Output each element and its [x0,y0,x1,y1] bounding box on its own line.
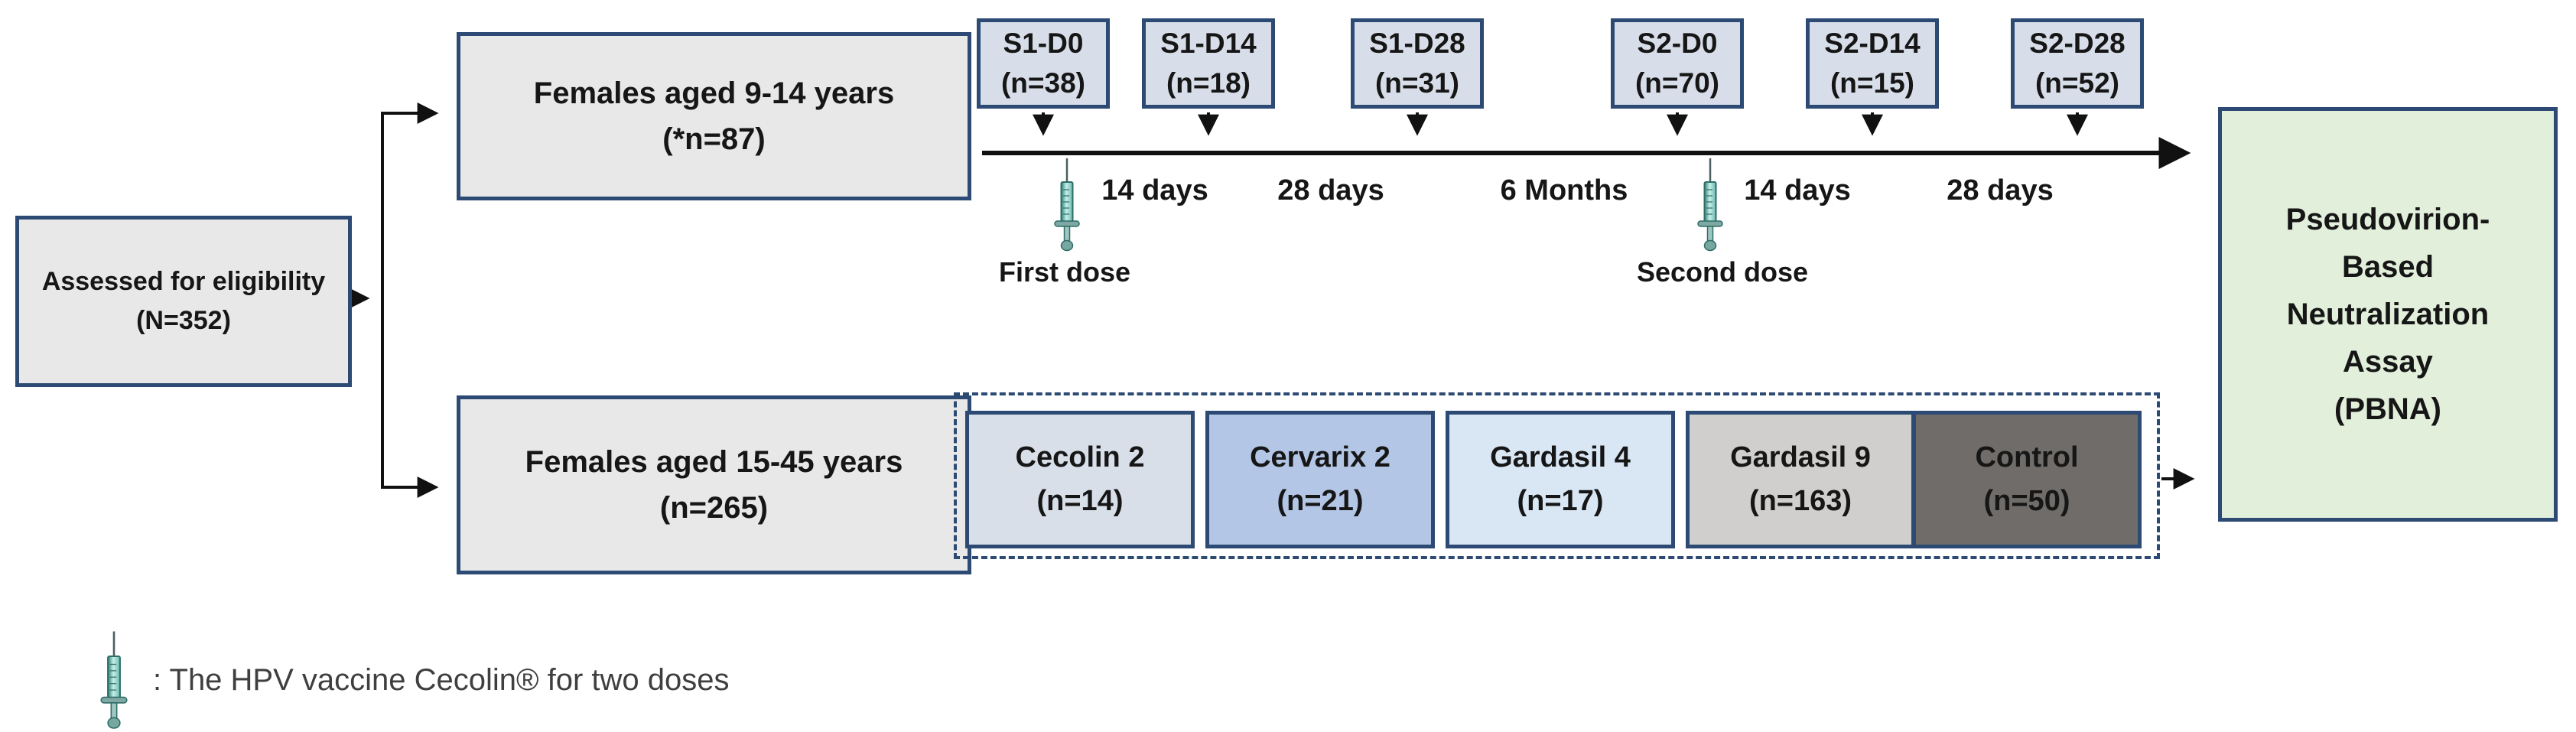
interval-label-5: 28 days [1947,174,2054,207]
arm-name: Gardasil 9 [1730,441,1871,473]
cohort-adult-label: Females aged 15-45 years [525,445,903,479]
interval-label-2: 28 days [1277,174,1384,207]
interval-label-1: 14 days [1101,174,1208,207]
visit-n: (n=31) [1374,67,1459,99]
cohort-young-count: (*n=87) [662,122,766,156]
arm-box-gardasil-9: Gardasil 9 (n=163) [1686,411,1915,548]
arm-name: Control [1975,441,2079,473]
legend-text: : The HPV vaccine Cecolin® for two doses [153,662,730,697]
arm-n: (n=17) [1517,485,1604,517]
visit-n: (n=15) [1830,67,1914,99]
arm-n: (n=14) [1036,485,1124,517]
arm-box-control: Control (n=50) [1912,411,2142,548]
visit-box-s1-d14: S1-D14 (n=18) [1142,18,1275,109]
visit-box-s2-d0: S2-D0 (n=70) [1611,18,1744,109]
visit-box-s2-d28: S2-D28 (n=52) [2011,18,2144,109]
arm-name: Cervarix 2 [1250,441,1390,473]
visit-id: S1-D14 [1160,28,1257,60]
syringe-icon [98,630,130,730]
visit-id: S1-D0 [1003,28,1084,60]
syringe-icon-second-dose [1695,158,1725,252]
visit-id: S2-D0 [1637,28,1718,60]
visit-n: (n=18) [1166,67,1251,99]
visit-n: (n=70) [1634,67,1719,99]
arm-name: Gardasil 4 [1490,441,1631,473]
arm-n: (n=21) [1277,485,1364,517]
outcome-box-pbna: Pseudovirion- Based Neutralization Assay… [2218,107,2558,522]
assessed-eligibility-box: Assessed for eligibility (N=352) [15,216,352,387]
cohort-adult-count: (n=265) [659,491,769,525]
first-dose-label: First dose [998,256,1131,288]
second-dose-label: Second dose [1636,256,1809,288]
cohort-box-females-15-45: Females aged 15-45 years (n=265) [457,395,971,574]
interval-label-4: 14 days [1744,174,1851,207]
arm-n: (n=163) [1748,485,1852,517]
syringe-icon-first-dose [1052,158,1082,252]
visit-n: (n=52) [2034,67,2119,99]
arm-box-gardasil-4: Gardasil 4 (n=17) [1446,411,1675,548]
visit-box-s1-d0: S1-D0 (n=38) [977,18,1110,109]
visit-id: S2-D14 [1824,28,1921,60]
assessed-line1: Assessed for eligibility [41,267,326,296]
arm-box-cervarix-2: Cervarix 2 (n=21) [1205,411,1435,548]
legend: : The HPV vaccine Cecolin® for two doses [98,629,730,731]
visit-box-s1-d28: S1-D28 (n=31) [1351,18,1484,109]
cohort-young-label: Females aged 9-14 years [533,76,895,110]
arm-n: (n=50) [1983,485,2070,517]
arm-box-cecolin-2: Cecolin 2 (n=14) [965,411,1195,548]
arms-dashed-container [954,392,2160,559]
visit-box-s2-d14: S2-D14 (n=15) [1806,18,1939,109]
visit-id: S2-D28 [2029,28,2126,60]
arm-name: Cecolin 2 [1015,441,1145,473]
outcome-text: Pseudovirion- Based Neutralization Assay… [2285,203,2490,426]
assessed-count: (N=352) [136,306,231,335]
visit-id: S1-D28 [1369,28,1465,60]
interval-label-3: 6 Months [1500,174,1628,207]
visit-n: (n=38) [1000,67,1085,99]
cohort-box-females-9-14: Females aged 9-14 years (*n=87) [457,32,971,200]
